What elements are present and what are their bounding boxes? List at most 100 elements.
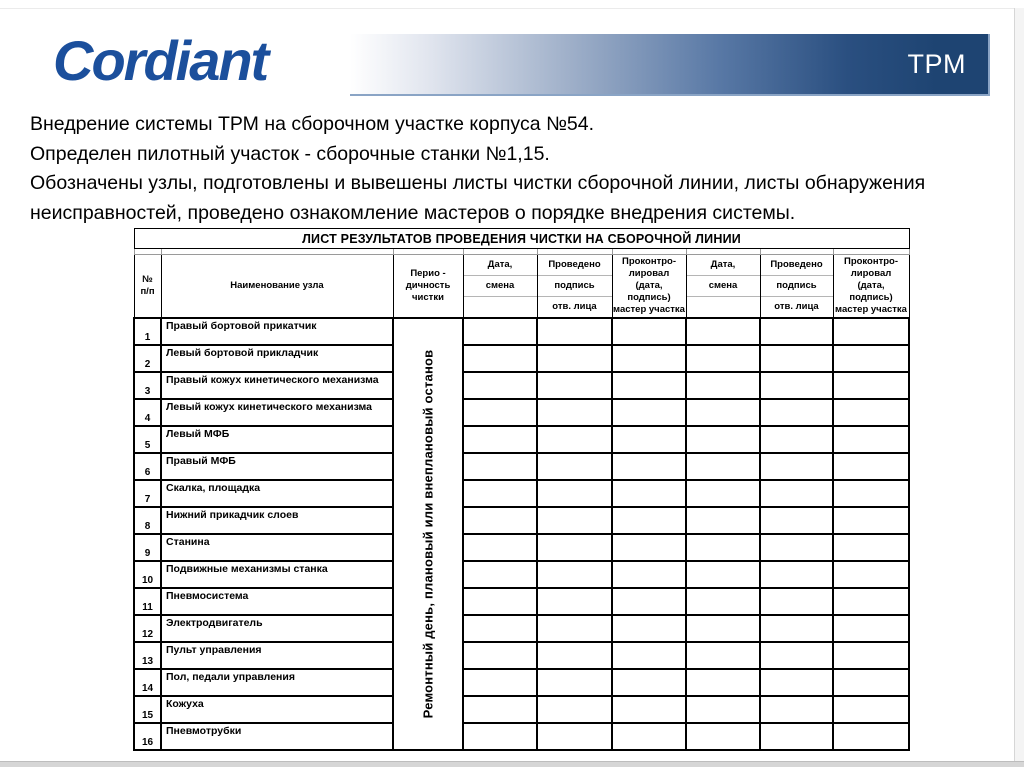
empty-cell xyxy=(536,533,613,562)
empty-cell xyxy=(685,695,761,724)
empty-cell xyxy=(685,722,761,751)
empty-cell xyxy=(831,695,911,724)
col-header-date-mid: смена xyxy=(464,275,536,296)
row-number: 5 xyxy=(133,425,162,454)
empty-cell xyxy=(759,506,834,535)
empty-cell xyxy=(759,614,834,643)
row-label: Подвижные механизмы станка xyxy=(160,560,394,589)
empty-cell xyxy=(611,317,687,346)
empty-cell xyxy=(536,506,613,535)
empty-cell xyxy=(611,371,687,400)
empty-cell xyxy=(462,398,538,427)
row-label: Станина xyxy=(160,533,394,562)
col-header-name: Наименование узла xyxy=(160,254,394,319)
col-header-date-bottom xyxy=(464,296,536,317)
row-number: 8 xyxy=(133,506,162,535)
table-row: 5 Левый МФБ xyxy=(133,425,911,454)
row-number: 16 xyxy=(133,722,162,751)
empty-cell xyxy=(536,398,613,427)
table-spacer-row xyxy=(133,248,910,255)
intro-line-3: Обозначены узлы, подготовлены и вывешены… xyxy=(30,172,926,224)
empty-cell xyxy=(462,371,538,400)
empty-cell xyxy=(462,587,538,616)
table-row: 7 Скалка, площадка xyxy=(133,479,911,508)
empty-cell xyxy=(536,695,613,724)
row-number: 2 xyxy=(133,344,162,373)
empty-cell xyxy=(759,722,834,751)
col-header-date-top: Дата, xyxy=(487,259,513,270)
empty-cell xyxy=(611,344,687,373)
empty-cell xyxy=(831,344,911,373)
empty-cell xyxy=(536,641,613,670)
empty-cell xyxy=(536,587,613,616)
empty-cell xyxy=(462,533,538,562)
col-header-done-bottom: отв. лица xyxy=(538,296,611,317)
row-label: Левый кожух кинетического механизма xyxy=(160,398,394,427)
table-row: 16 Пневмотрубки xyxy=(133,722,911,751)
empty-cell xyxy=(462,317,538,346)
table-title-row: ЛИСТ РЕЗУЛЬТАТОВ ПРОВЕДЕНИЯ ЧИСТКИ НА СБ… xyxy=(133,228,910,249)
empty-cell xyxy=(611,587,687,616)
col-header-date-2: Дата, смена xyxy=(685,254,761,319)
empty-cell xyxy=(611,614,687,643)
col-header-date-mid: смена xyxy=(687,275,759,296)
table-row: 14 Пол, педали управления xyxy=(133,668,911,697)
empty-cell xyxy=(831,722,911,751)
col-header-done-mid: подпись xyxy=(538,275,611,296)
col-header-period: Перио - дичность чистки xyxy=(392,254,464,319)
empty-cell xyxy=(536,452,613,481)
col-header-date-bottom xyxy=(687,296,759,317)
row-label: Правый бортовой прикатчик xyxy=(160,317,394,346)
empty-cell xyxy=(685,587,761,616)
row-number: 1 xyxy=(133,317,162,346)
row-number: 10 xyxy=(133,560,162,589)
col-header-control-1: Проконтро- лировал (дата, подпись) масте… xyxy=(611,254,687,319)
empty-cell xyxy=(462,506,538,535)
header-gradient-bar: TPM xyxy=(350,34,990,96)
row-number: 13 xyxy=(133,641,162,670)
table-row: 2 Левый бортовой прикладчик xyxy=(133,344,911,373)
table-row: 3 Правый кожух кинетического механизма xyxy=(133,371,911,400)
tpm-badge: TPM xyxy=(907,49,966,79)
empty-cell xyxy=(759,452,834,481)
col-header-date-1: Дата, смена xyxy=(462,254,538,319)
table-row: 10 Подвижные механизмы станка xyxy=(133,560,911,589)
empty-cell xyxy=(685,533,761,562)
row-number: 11 xyxy=(133,587,162,616)
empty-cell xyxy=(831,506,911,535)
col-header-control-2: Проконтро- лировал (дата, подпись) масте… xyxy=(832,254,910,319)
empty-cell xyxy=(759,425,834,454)
row-label: Пол, педали управления xyxy=(160,668,394,697)
empty-cell xyxy=(611,425,687,454)
empty-cell xyxy=(462,344,538,373)
table-row: 6 Правый МФБ xyxy=(133,452,911,481)
intro-line-2: Определен пилотный участок - сборочные с… xyxy=(30,142,550,165)
periodicity-note-vertical-text: Ремонтный день, плановый или внеплановый… xyxy=(420,349,436,719)
empty-cell xyxy=(685,371,761,400)
row-label: Пульт управления xyxy=(160,641,394,670)
empty-cell xyxy=(759,317,834,346)
empty-cell xyxy=(536,560,613,589)
empty-cell xyxy=(831,317,911,346)
slide-right-edge xyxy=(1014,8,1024,761)
empty-cell xyxy=(831,425,911,454)
row-label: Кожуха xyxy=(160,695,394,724)
empty-cell xyxy=(831,452,911,481)
empty-cell xyxy=(685,479,761,508)
col-header-done-top: Проведено xyxy=(548,259,601,270)
table-row: 1 Правый бортовой прикатчик Ремонтный день… xyxy=(133,317,911,751)
empty-cell xyxy=(611,560,687,589)
empty-cell xyxy=(611,506,687,535)
row-number: 9 xyxy=(133,533,162,562)
empty-cell xyxy=(462,425,538,454)
empty-cell xyxy=(462,668,538,697)
row-number: 14 xyxy=(133,668,162,697)
row-number: 7 xyxy=(133,479,162,508)
col-header-num: № п/п xyxy=(133,254,162,319)
empty-cell xyxy=(685,641,761,670)
row-label: Скалка, площадка xyxy=(160,479,394,508)
row-label: Правый МФБ xyxy=(160,452,394,481)
table-title: ЛИСТ РЕЗУЛЬТАТОВ ПРОВЕДЕНИЯ ЧИСТКИ НА СБ… xyxy=(133,228,910,249)
table-row: 13 Пульт управления xyxy=(133,641,911,670)
empty-cell xyxy=(462,479,538,508)
